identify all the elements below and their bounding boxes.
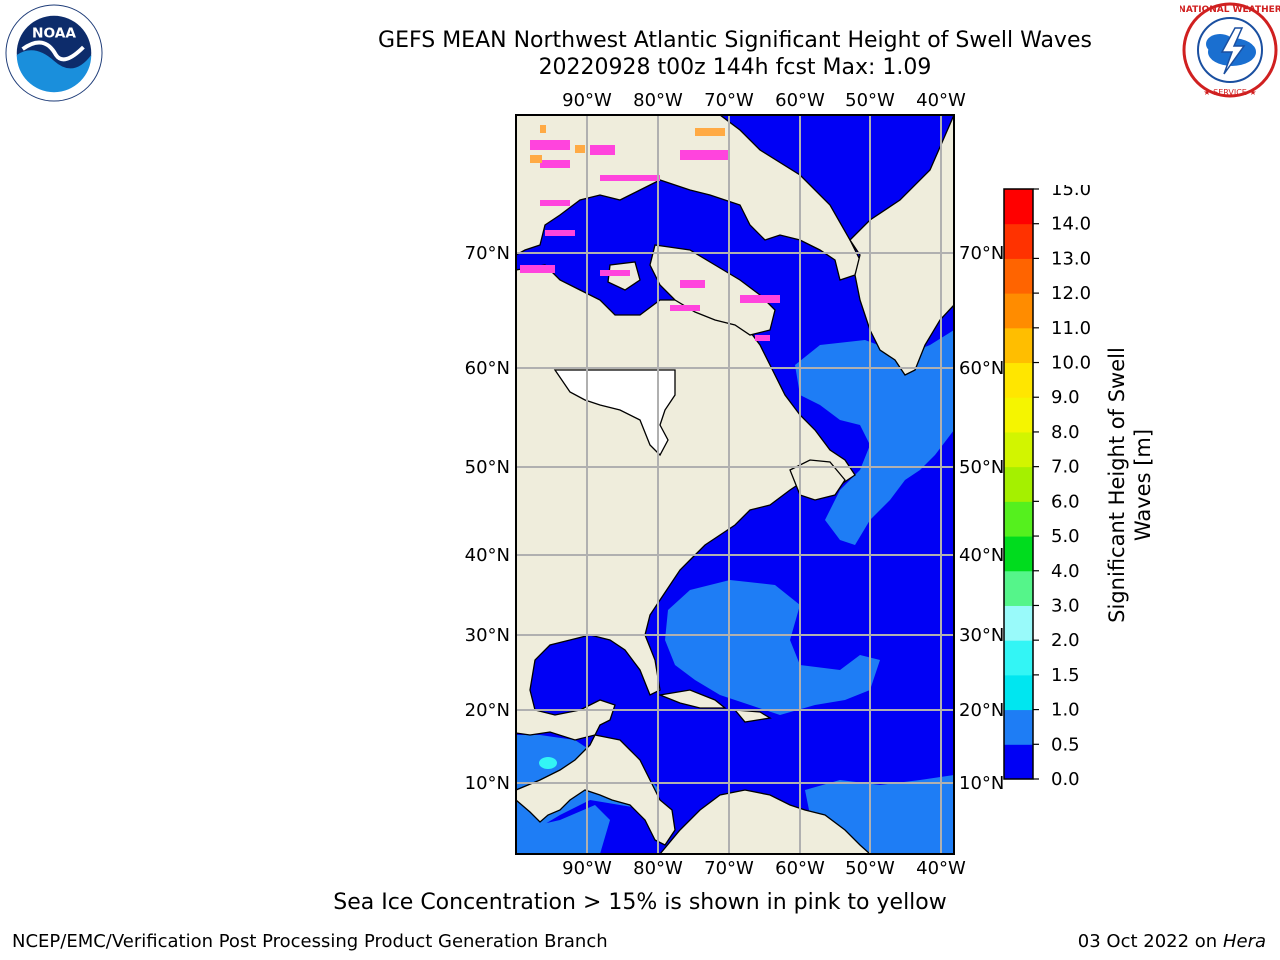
colorbar-swatch: [1004, 362, 1033, 398]
colorbar-frame: [1003, 188, 1034, 780]
land-baffin: [649, 244, 776, 336]
svg-text:★ SERVICE ★: ★ SERVICE ★: [1203, 88, 1256, 97]
noaa-logo: NOAA: [5, 4, 103, 102]
lat-label-right: 60°N: [959, 358, 1004, 379]
colorbar-label-line1: Significant Height of Swell: [1105, 347, 1129, 623]
lon-label-top: 80°W: [633, 90, 683, 111]
lat-label-left: 10°N: [465, 773, 510, 794]
footer-branch: NCEP/EMC/Verification Post Processing Pr…: [12, 931, 608, 952]
lat-label-right: 70°N: [959, 243, 1004, 264]
svg-text:NATIONAL WEATHER: NATIONAL WEATHER: [1180, 5, 1280, 15]
chart-title: GEFS MEAN Northwest Atlantic Significant…: [378, 28, 1092, 53]
colorbar-tick-label: 15.0: [1051, 185, 1091, 200]
colorbar-swatch: [1004, 709, 1033, 745]
land-hispaniola: [733, 709, 772, 723]
swell-region-north: [795, 330, 954, 545]
lon-label-top: 50°W: [845, 90, 895, 111]
map-frame: [515, 114, 955, 855]
noaa-logo-text: NOAA: [32, 25, 76, 41]
sea-ice: [520, 140, 780, 341]
colorbar-swatch: [1004, 327, 1033, 364]
swell-height-map: 90°W 80°W 70°W 60°W 50°W 40°W 90°W 80°W …: [465, 90, 1005, 879]
lat-label-left: 30°N: [465, 625, 510, 646]
colorbar-swatch: [1004, 674, 1033, 711]
colorbar-tick-label: 1.5: [1051, 665, 1080, 686]
footer-host: Hera: [1222, 931, 1266, 952]
colorbar-swatch: [1004, 258, 1033, 294]
colorbar-tick-label: 8.0: [1051, 422, 1080, 443]
lat-label-right: 40°N: [959, 545, 1004, 566]
colorbar-swatch: [1004, 397, 1033, 433]
land-arctic-archipelago: [516, 115, 861, 281]
graticule: [516, 115, 954, 854]
colorbar-tick-label: 1.0: [1051, 700, 1080, 721]
chart-subtitle: 20220928 t00z 144h fcst Max: 1.09: [538, 55, 932, 80]
colorbar-tick-label: 9.0: [1051, 387, 1080, 408]
lat-label-left: 60°N: [465, 358, 510, 379]
colorbar-tick-label: 3.0: [1051, 595, 1080, 616]
colorbar-swatch: [1004, 640, 1033, 676]
colorbar-swatch: [1004, 431, 1033, 468]
colorbar-tick-label: 7.0: [1051, 457, 1080, 478]
colorbar-tick-label: 10.0: [1051, 353, 1091, 374]
lat-label-right: 30°N: [959, 625, 1004, 646]
lon-label-top: 40°W: [916, 90, 966, 111]
land-newfoundland: [789, 459, 846, 501]
colorbar-swatch: [1004, 605, 1033, 641]
lat-label-right: 20°N: [959, 700, 1004, 721]
sea-ice-note: Sea Ice Concentration > 15% is shown in …: [333, 890, 947, 915]
colorbar-tick-label: 0.0: [1051, 769, 1080, 790]
sea-ice-high: [530, 125, 725, 163]
colorbar-tick-label: 2.0: [1051, 630, 1080, 651]
colorbar-tick-label: 14.0: [1051, 214, 1091, 235]
lat-label-left: 70°N: [465, 243, 510, 264]
swell-region-south: [805, 775, 954, 854]
land-cuba: [657, 689, 727, 709]
colorbar-swatch: [1004, 293, 1033, 329]
colorbar-swatch: [1004, 744, 1033, 780]
colorbar-swatch: [1004, 536, 1033, 572]
lon-label-bottom: 80°W: [633, 858, 683, 879]
lon-label-top: 70°W: [704, 90, 754, 111]
footer-date: 03 Oct 2022 on Hera: [1078, 931, 1266, 952]
lon-label-top: 90°W: [562, 90, 612, 111]
colorbar: 0.0 0.5 1.0 1.5 2.0 3.0 4.0 5.0 6.0 7.0 8.0 9.0 10.0…: [1003, 185, 1155, 790]
lat-label-right: 10°N: [959, 773, 1004, 794]
swell-peak-cyan: [539, 757, 557, 769]
lat-label-left: 40°N: [465, 545, 510, 566]
colorbar-tick-label: 4.0: [1051, 561, 1080, 582]
lon-label-bottom: 60°W: [775, 858, 825, 879]
footer-date-text: 03 Oct 2022 on: [1077, 931, 1223, 952]
colorbar-tick-label: 13.0: [1051, 248, 1091, 269]
colorbar-tick-label: 0.5: [1051, 734, 1080, 755]
colorbar-swatch: [1004, 223, 1033, 259]
lat-label-left: 50°N: [465, 457, 510, 478]
colorbar-swatch: [1004, 466, 1033, 502]
lon-label-bottom: 40°W: [916, 858, 966, 879]
lon-label-bottom: 70°W: [704, 858, 754, 879]
colorbar-tick-label: 12.0: [1051, 283, 1091, 304]
lat-label-right: 50°N: [959, 457, 1004, 478]
colorbar-tick-label: 6.0: [1051, 491, 1080, 512]
lon-label-bottom: 90°W: [562, 858, 612, 879]
lat-label-left: 20°N: [465, 700, 510, 721]
colorbar-swatch: [1004, 189, 1033, 225]
colorbar-tick-label: 5.0: [1051, 526, 1080, 547]
lon-label-top: 60°W: [775, 90, 825, 111]
land-south-america: [659, 789, 871, 854]
colorbar-tick-label: 11.0: [1051, 318, 1091, 339]
colorbar-swatch: [1004, 570, 1033, 606]
lon-label-bottom: 50°W: [845, 858, 895, 879]
colorbar-label-line2: Waves [m]: [1131, 429, 1155, 541]
colorbar-swatch: [1004, 501, 1033, 537]
nws-logo: NATIONAL WEATHER ★ SERVICE ★: [1180, 2, 1280, 98]
swell-region-central: [665, 580, 880, 715]
